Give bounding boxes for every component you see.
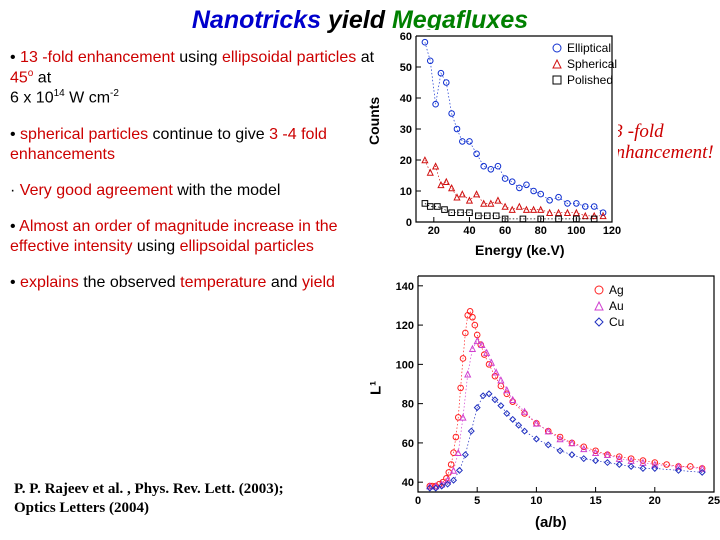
- chart1-xlabel: Energy (ke.V): [475, 242, 564, 258]
- bullet-5: • explains the observed temperature and …: [10, 273, 380, 293]
- svg-text:Elliptical: Elliptical: [567, 41, 611, 55]
- svg-text:0: 0: [415, 495, 421, 507]
- svg-text:20: 20: [400, 155, 412, 167]
- svg-text:80: 80: [535, 225, 547, 237]
- svg-text:140: 140: [396, 281, 414, 293]
- svg-text:40: 40: [463, 225, 475, 237]
- svg-text:60: 60: [402, 438, 414, 450]
- svg-text:15: 15: [589, 495, 601, 507]
- svg-text:120: 120: [603, 225, 621, 237]
- enhancement-annotation: 13 -fold Enhancement!: [604, 122, 714, 164]
- citation-line-1: P. P. Rajeev et al. , Phys. Rev. Lett. (…: [14, 481, 284, 497]
- citation-line-2: Optics Letters (2004): [14, 500, 149, 516]
- svg-text:10: 10: [530, 495, 542, 507]
- svg-text:Spherical: Spherical: [567, 57, 617, 71]
- bullet-list: • 13 -fold enhancement using ellipsoidal…: [10, 48, 380, 309]
- bullet-1: • 13 -fold enhancement using ellipsoidal…: [10, 48, 380, 109]
- bullet-3: · Very good agreement with the model: [10, 181, 380, 201]
- svg-text:Ag: Ag: [609, 283, 624, 297]
- citation: P. P. Rajeev et al. , Phys. Rev. Lett. (…: [14, 480, 384, 518]
- chart2-xlabel: (a/b): [535, 514, 567, 531]
- svg-text:25: 25: [708, 495, 720, 507]
- svg-text:5: 5: [474, 495, 480, 507]
- svg-text:120: 120: [396, 320, 414, 332]
- svg-text:10: 10: [400, 186, 412, 198]
- bullet-4: • Almost an order of magnitude increase …: [10, 217, 380, 257]
- svg-text:0: 0: [406, 217, 412, 229]
- chart2-plot: 0 5 10 15 20 25 40 60 80 100 120 140 Ag Au Cu: [390, 270, 718, 510]
- title-nano: Nanotricks: [192, 6, 321, 34]
- counts-vs-energy-chart: Counts Energy (ke.V) 2040608010012001020…: [390, 30, 618, 260]
- svg-text:100: 100: [567, 225, 585, 237]
- chart1-ylabel: Counts: [366, 97, 382, 145]
- svg-text:Cu: Cu: [609, 315, 624, 329]
- svg-text:20: 20: [649, 495, 661, 507]
- svg-text:30: 30: [400, 124, 412, 136]
- svg-text:60: 60: [400, 31, 412, 43]
- l1-vs-ab-chart: L¹ (a/b) 0510152025406080100120140AgAuCu: [390, 270, 718, 532]
- title-yield: yield: [328, 6, 385, 34]
- chart2-ylabel: L¹: [368, 381, 385, 395]
- svg-text:20: 20: [428, 225, 440, 237]
- svg-text:100: 100: [396, 359, 414, 371]
- chart1-plot: 20 40 60 80 100 120 0 10 20 30 40 50 60 Elliptical Sph…: [390, 30, 618, 240]
- svg-text:Au: Au: [609, 299, 624, 313]
- svg-text:Polished: Polished: [567, 73, 613, 87]
- svg-text:80: 80: [402, 399, 414, 411]
- bullet-2: • spherical particles continue to give 3…: [10, 125, 380, 165]
- svg-text:60: 60: [499, 225, 511, 237]
- svg-text:40: 40: [400, 93, 412, 105]
- svg-text:40: 40: [402, 477, 414, 489]
- svg-text:50: 50: [400, 62, 412, 74]
